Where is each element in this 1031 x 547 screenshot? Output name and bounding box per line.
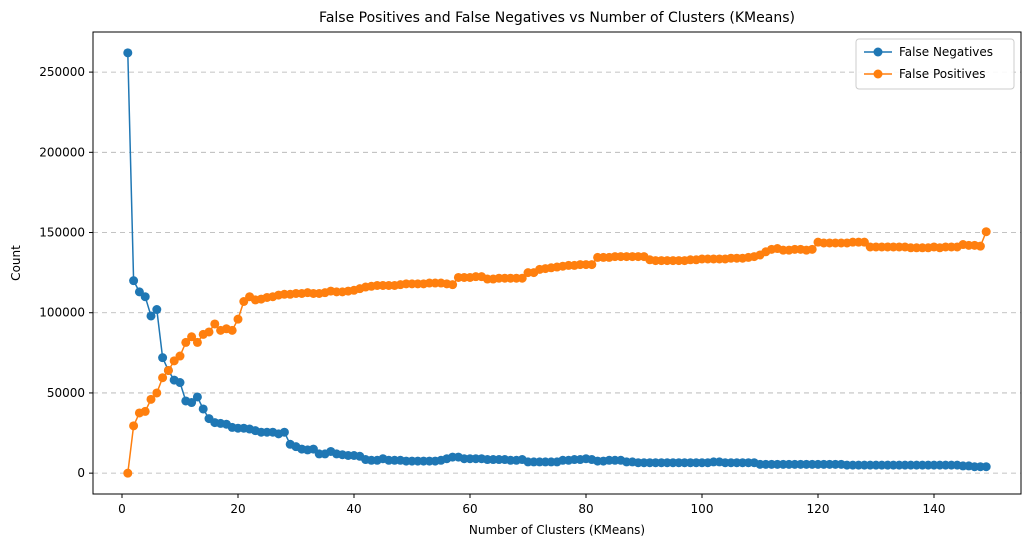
series-points-false-negatives (123, 48, 991, 472)
data-point-false-negatives (192, 392, 202, 402)
data-point-false-negatives (198, 404, 208, 414)
data-point-false-positives (181, 337, 191, 347)
data-point-false-positives (158, 373, 168, 383)
x-tick-label: 100 (691, 502, 714, 516)
legend-marker-false-negatives (873, 47, 883, 57)
legend-box (855, 38, 1015, 90)
data-point-false-positives (210, 319, 220, 329)
x-tick-label: 0 (118, 502, 126, 516)
data-point-false-positives (163, 365, 173, 375)
x-tick-label: 80 (578, 502, 593, 516)
y-axis-ticks: 0 50000 100000 150000 200000 250000 (39, 65, 93, 480)
data-point-false-positives (517, 273, 527, 283)
legend: False Negatives False Positives (855, 38, 1015, 90)
data-point-false-positives (975, 241, 985, 251)
y-tick-label: 250000 (39, 65, 85, 79)
data-point-false-positives (152, 388, 162, 398)
data-point-false-negatives (129, 276, 139, 286)
data-point-false-negatives (187, 398, 197, 408)
data-point-false-positives (807, 244, 817, 254)
legend-marker-false-positives (873, 69, 883, 79)
data-point-false-positives (187, 332, 197, 342)
data-point-false-positives (204, 327, 214, 337)
data-point-false-negatives (279, 427, 289, 437)
data-point-false-positives (227, 325, 237, 335)
y-tick-label: 0 (77, 466, 85, 480)
series-points-false-positives (123, 227, 991, 478)
data-point-false-negatives (981, 462, 991, 472)
x-tick-label: 60 (462, 502, 477, 516)
x-tick-label: 20 (230, 502, 245, 516)
x-tick-label: 140 (923, 502, 946, 516)
data-point-false-positives (233, 314, 243, 324)
y-tick-label: 100000 (39, 306, 85, 320)
series-layer (123, 48, 991, 478)
data-point-false-positives (123, 468, 133, 478)
data-point-false-positives (587, 260, 597, 270)
y-tick-label: 50000 (47, 386, 85, 400)
y-tick-label: 200000 (39, 145, 85, 159)
data-point-false-positives (175, 351, 185, 361)
data-point-false-negatives (175, 378, 185, 388)
x-axis-ticks: 0 20 40 60 80 100 120 140 (118, 494, 945, 516)
data-point-false-negatives (146, 311, 156, 321)
data-point-false-positives (981, 227, 991, 237)
data-point-false-negatives (152, 305, 162, 315)
grid-lines (93, 71, 1021, 474)
data-point-false-negatives (140, 292, 150, 302)
y-axis-label: Count (9, 245, 23, 281)
data-point-false-negatives (158, 353, 168, 363)
x-tick-label: 40 (346, 502, 361, 516)
data-point-false-positives (140, 406, 150, 416)
data-point-false-positives (192, 337, 202, 347)
chart-title: False Positives and False Negatives vs N… (319, 10, 795, 26)
data-point-false-negatives (123, 48, 133, 58)
data-point-false-positives (448, 280, 458, 290)
legend-label-false-positives: False Positives (899, 67, 985, 81)
y-tick-label: 150000 (39, 226, 85, 240)
data-point-false-positives (129, 421, 139, 431)
x-tick-label: 120 (807, 502, 830, 516)
x-axis-label: Number of Clusters (KMeans) (469, 523, 645, 537)
legend-label-false-negatives: False Negatives (899, 45, 993, 59)
plot-frame (92, 31, 1022, 495)
data-point-false-positives (146, 394, 156, 404)
